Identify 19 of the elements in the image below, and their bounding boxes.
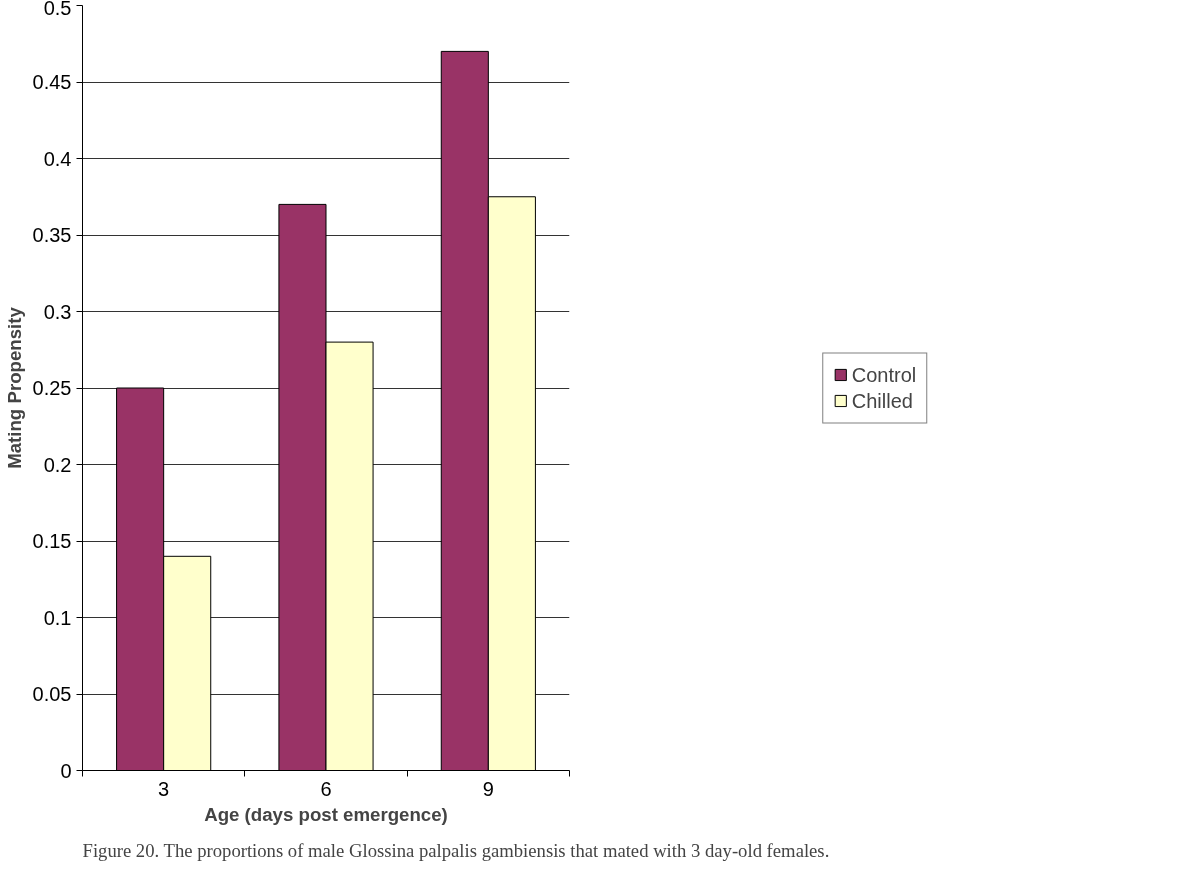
caption: Figure 20. The proportions of male Glossina palpalis gambiensis that mated with 3 day-old females. <box>82 839 830 861</box>
y-tick-label: 0.45 <box>32 71 72 93</box>
y-tick-label: 0.35 <box>32 224 72 246</box>
x-tick-label: 9 <box>482 777 494 800</box>
y-tick-label: 0.15 <box>32 530 72 552</box>
legend-label: Control <box>851 363 917 386</box>
y-tick-label: 0 <box>60 759 72 782</box>
x-tick-label: 6 <box>320 777 332 800</box>
x-tick-label: 3 <box>158 777 170 800</box>
y-tick-label: 0.2 <box>43 453 72 476</box>
y-axis-title: Mating Propensity <box>3 306 25 469</box>
y-tick-label: 0.1 <box>43 606 72 629</box>
y-tick-label: 0.3 <box>43 300 72 323</box>
legend-label: Chilled <box>851 389 913 412</box>
x-axis-title: Age (days post emergence) <box>204 803 448 825</box>
y-tick-label: 0.4 <box>43 147 72 170</box>
y-tick-label: 0.5 <box>43 0 72 19</box>
y-tick-label: 0.05 <box>32 683 72 705</box>
y-tick-label: 0.25 <box>32 377 72 399</box>
